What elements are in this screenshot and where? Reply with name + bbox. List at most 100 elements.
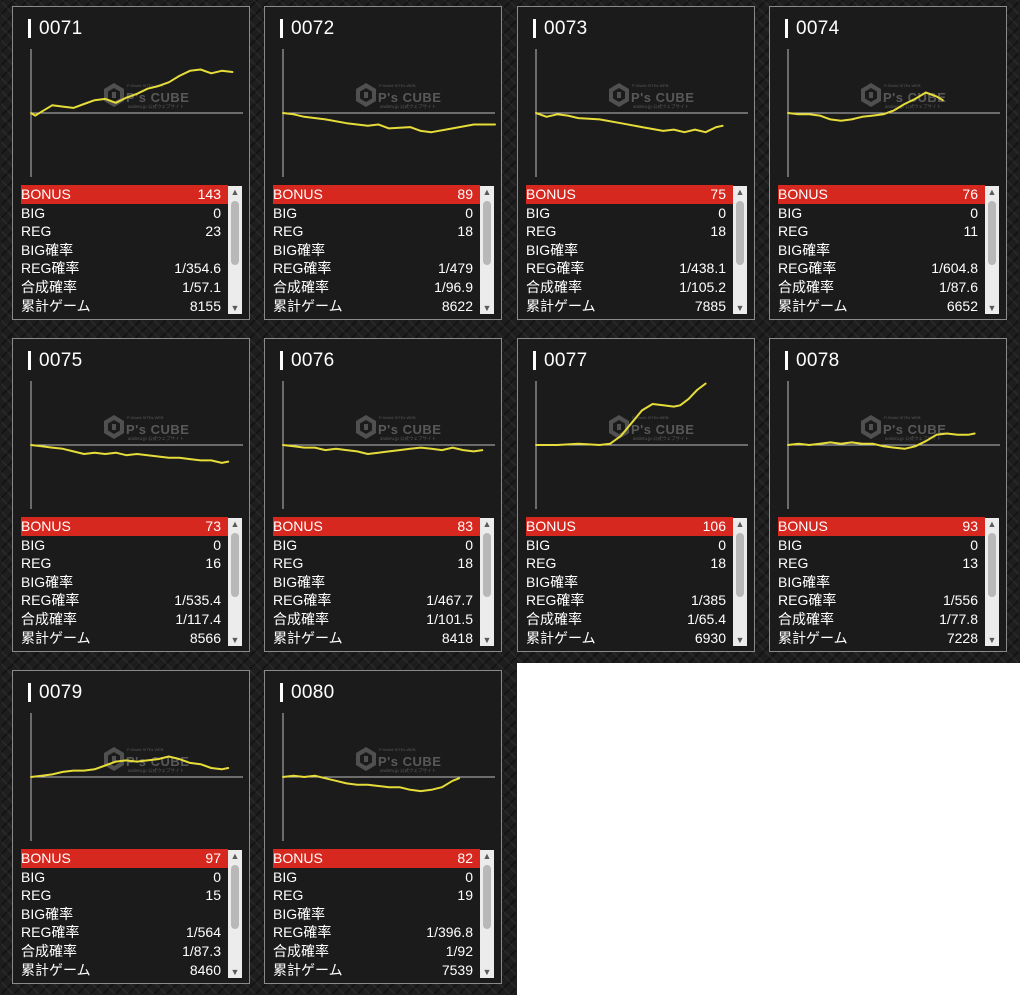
bonus-value: 73 [205, 518, 221, 534]
stats-scrollbar[interactable]: ▲ ▼ [985, 186, 999, 314]
reg-rate-label: REG確率 [778, 260, 837, 277]
scroll-thumb[interactable] [988, 201, 996, 265]
reg-rate-row: REG確率 1/354.6 [21, 259, 228, 278]
scroll-down-arrow-icon[interactable]: ▼ [230, 967, 240, 977]
watermark-top-line: P-World SITEs WEB [379, 415, 416, 420]
machine-number: 0078 [796, 350, 840, 371]
scroll-thumb[interactable] [231, 865, 239, 929]
scroll-up-arrow-icon[interactable]: ▲ [482, 187, 492, 197]
reg-rate-value: 1/354.6 [174, 260, 221, 277]
big-rate-row: BIG確率 [778, 573, 985, 592]
scroll-up-arrow-icon[interactable]: ▲ [735, 519, 745, 529]
machine-card-0080[interactable]: 0080 P-World SITEs WEB P's CUBE anderu.j… [264, 670, 502, 984]
stats-scrollbar[interactable]: ▲ ▼ [733, 518, 747, 646]
machine-number: 0071 [39, 18, 83, 39]
reg-rate-value: 1/396.8 [426, 924, 473, 941]
machine-card-0079[interactable]: 0079 P-World SITEs WEB P's CUBE anderu.j… [12, 670, 250, 984]
machine-number: 0075 [39, 350, 83, 371]
machine-card-0072[interactable]: 0072 P-World SITEs WEB P's CUBE anderu.j… [264, 6, 502, 320]
empty-area [517, 663, 1020, 995]
scroll-down-arrow-icon[interactable]: ▼ [482, 303, 492, 313]
total-games-value: 8566 [189, 629, 221, 646]
bonus-value: 75 [710, 186, 726, 202]
bonus-label: BONUS [778, 518, 828, 534]
stats-scrollbar[interactable]: ▲ ▼ [985, 518, 999, 646]
scroll-down-arrow-icon[interactable]: ▼ [987, 635, 997, 645]
big-value: 0 [213, 536, 221, 553]
scroll-up-arrow-icon[interactable]: ▲ [230, 851, 240, 861]
scroll-up-arrow-icon[interactable]: ▲ [987, 187, 997, 197]
combined-rate-label: 合成確率 [526, 278, 582, 295]
total-games-label: 累計ゲーム [273, 297, 343, 314]
machine-card-0073[interactable]: 0073 P-World SITEs WEB P's CUBE anderu.j… [517, 6, 755, 320]
scroll-thumb[interactable] [483, 865, 491, 929]
reg-rate-label: REG確率 [21, 592, 80, 609]
reg-row: REG 18 [526, 222, 733, 241]
scroll-thumb[interactable] [736, 201, 744, 265]
stats-scrollbar[interactable]: ▲ ▼ [228, 186, 242, 314]
reg-value: 19 [457, 887, 473, 904]
machine-card-0076[interactable]: 0076 P-World SITEs WEB P's CUBE anderu.j… [264, 338, 502, 652]
cube-logo-icon [861, 415, 881, 439]
scroll-thumb[interactable] [483, 201, 491, 265]
scroll-thumb[interactable] [988, 533, 996, 597]
total-games-label: 累計ゲーム [21, 297, 91, 314]
machine-card-0071[interactable]: 0071 P-World SITEs WEB P's CUBE anderu.j… [12, 6, 250, 320]
stats-list: BONUS 97 BIG 0 REG 15 BIG確率 REG確率 1/564 合成確率… [21, 849, 228, 979]
scroll-thumb[interactable] [231, 201, 239, 265]
reg-rate-value: 1/564 [185, 924, 221, 941]
scroll-thumb[interactable] [231, 533, 239, 597]
reg-rate-row: REG確率 1/479 [273, 259, 480, 278]
combined-rate-row: 合成確率 1/117.4 [21, 610, 228, 629]
cube-logo-icon [104, 747, 124, 771]
scroll-down-arrow-icon[interactable]: ▼ [482, 967, 492, 977]
scroll-down-arrow-icon[interactable]: ▼ [230, 635, 240, 645]
scroll-up-arrow-icon[interactable]: ▲ [987, 519, 997, 529]
scroll-thumb[interactable] [483, 533, 491, 597]
combined-rate-label: 合成確率 [273, 942, 329, 959]
combined-rate-label: 合成確率 [526, 610, 582, 627]
machine-card-0078[interactable]: 0078 P-World SITEs WEB P's CUBE anderu.j… [769, 338, 1007, 652]
header-accent-bar [533, 19, 536, 38]
machine-card-0074[interactable]: 0074 P-World SITEs WEB P's CUBE anderu.j… [769, 6, 1007, 320]
stats-scrollbar[interactable]: ▲ ▼ [480, 186, 494, 314]
stats-scrollbar[interactable]: ▲ ▼ [228, 850, 242, 978]
reg-row: REG 18 [273, 554, 480, 573]
slump-graph: P-World SITEs WEB P's CUBE anderu.jp 公式ウ… [282, 713, 495, 841]
scroll-down-arrow-icon[interactable]: ▼ [735, 635, 745, 645]
scroll-down-arrow-icon[interactable]: ▼ [735, 303, 745, 313]
stats-scrollbar[interactable]: ▲ ▼ [733, 186, 747, 314]
scroll-up-arrow-icon[interactable]: ▲ [735, 187, 745, 197]
total-games-label: 累計ゲーム [778, 297, 848, 314]
stats-scrollbar[interactable]: ▲ ▼ [480, 850, 494, 978]
bonus-row: BONUS 82 [273, 849, 480, 868]
reg-row: REG 23 [21, 222, 228, 241]
watermark-brand: P's CUBE [126, 90, 189, 105]
reg-label: REG [526, 555, 557, 572]
scroll-down-arrow-icon[interactable]: ▼ [230, 303, 240, 313]
stats-scrollbar[interactable]: ▲ ▼ [228, 518, 242, 646]
scroll-thumb[interactable] [736, 533, 744, 597]
watermark-sub-line: anderu.jp 公式ウェブサイト [380, 435, 436, 442]
scroll-down-arrow-icon[interactable]: ▼ [987, 303, 997, 313]
reg-rate-label: REG確率 [526, 260, 585, 277]
machine-card-0077[interactable]: 0077 P-World SITEs WEB P's CUBE anderu.j… [517, 338, 755, 652]
reg-label: REG [273, 223, 304, 240]
stats-scrollbar[interactable]: ▲ ▼ [480, 518, 494, 646]
pscube-watermark: P-World SITEs WEB P's CUBE anderu.jp 公式ウ… [609, 415, 694, 442]
scroll-down-arrow-icon[interactable]: ▼ [482, 635, 492, 645]
machine-card-0075[interactable]: 0075 P-World SITEs WEB P's CUBE anderu.j… [12, 338, 250, 652]
total-games-row: 累計ゲーム 8418 [273, 629, 480, 648]
scroll-up-arrow-icon[interactable]: ▲ [482, 519, 492, 529]
scroll-up-arrow-icon[interactable]: ▲ [482, 851, 492, 861]
total-games-value: 7539 [441, 961, 473, 978]
big-rate-label: BIG確率 [778, 573, 831, 590]
bonus-label: BONUS [778, 186, 828, 202]
pscube-watermark: P-World SITEs WEB P's CUBE anderu.jp 公式ウ… [861, 83, 946, 110]
reg-rate-value: 1/467.7 [426, 592, 473, 609]
stats-list: BONUS 93 BIG 0 REG 13 BIG確率 REG確率 1/556 合成確率… [778, 517, 985, 647]
big-row: BIG 0 [778, 536, 985, 555]
scroll-up-arrow-icon[interactable]: ▲ [230, 519, 240, 529]
stats-list: BONUS 76 BIG 0 REG 11 BIG確率 REG確率 1/604.8 合成… [778, 185, 985, 315]
scroll-up-arrow-icon[interactable]: ▲ [230, 187, 240, 197]
